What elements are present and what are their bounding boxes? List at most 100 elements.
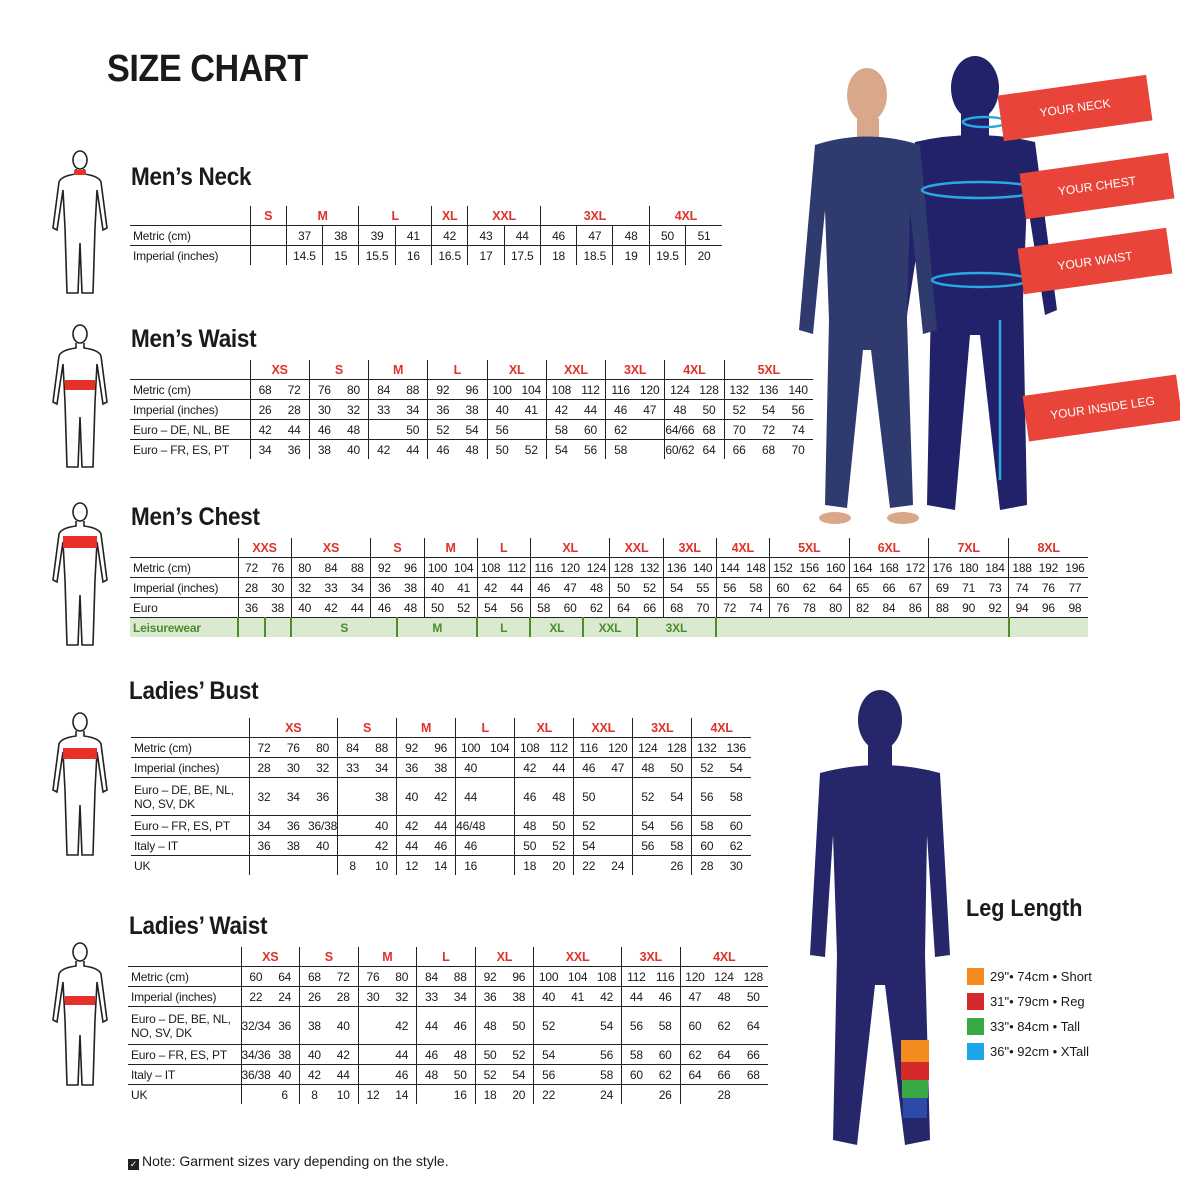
- measurement-cell: 100: [533, 966, 563, 987]
- measurement-cell: 52: [504, 1044, 534, 1065]
- measurement-cell: 38: [278, 835, 309, 856]
- leisurewear-size: S: [290, 617, 398, 637]
- measurement-cell: 50: [648, 225, 686, 246]
- measurement-cell: 120: [679, 966, 710, 987]
- measurement-cell: 58: [662, 835, 692, 856]
- table-row: Euro – FR, ES, PT 34 36 38 40 42 44 46 48 50 52 54 5…: [130, 439, 813, 460]
- row-label: Italy – IT: [128, 1064, 242, 1085]
- measurement-cell: 74: [1008, 577, 1036, 598]
- measurement-cell: 50: [445, 1064, 476, 1085]
- mens-neck-heading: Men’s Neck: [131, 163, 252, 191]
- measurement-cell: 56: [691, 777, 722, 816]
- measurement-cell: 36: [270, 1006, 300, 1045]
- measurement-cell: 46: [427, 439, 458, 459]
- measurement-cell: 38: [426, 757, 456, 778]
- measurement-cell: 48: [514, 815, 545, 836]
- size-label: S: [299, 947, 359, 967]
- table-row: Italy – IT 36/38 40 42 44 46 48 50 52 54 56 58 60 62 6…: [128, 1064, 768, 1085]
- measurement-cell: 144: [715, 557, 743, 578]
- measurement-cell: 48: [474, 1006, 505, 1045]
- measurement-cell: [357, 1064, 388, 1085]
- table-row: Metric (cm) 72 76 80 84 88 92 96 100 104 108 112 116…: [131, 737, 751, 758]
- measurement-cell: 28: [248, 757, 279, 778]
- measurement-cell: 8: [299, 1084, 329, 1104]
- table-row: Metric (cm) 68 72 76 80 84 88 92 96 100 104 108 112 1…: [130, 379, 813, 400]
- measurement-cell: 60: [621, 1064, 651, 1085]
- footnote: ✓ Note: Garment sizes vary depending on t…: [128, 1153, 449, 1170]
- measurement-cell: 52: [474, 1064, 505, 1085]
- measurement-cell: 68: [299, 966, 329, 987]
- measurement-cell: 112: [544, 737, 574, 758]
- measurement-cell: 44: [396, 835, 427, 856]
- measurement-cell: 30: [264, 577, 292, 598]
- table-row: Imperial (inches) 28 30 32 33 34 36 38 40 42 44 46 4…: [131, 757, 751, 778]
- measurement-cell: 38: [397, 577, 424, 598]
- measurement-cell: [603, 835, 633, 856]
- legend-item: 36"• 92cm • XTall: [967, 1042, 1092, 1060]
- measurement-cell: 64: [738, 1006, 768, 1045]
- measurement-cell: 22: [533, 1084, 563, 1104]
- measurement-cell: [635, 440, 665, 460]
- measurement-cell: 124: [632, 737, 663, 758]
- measurement-cell: 24: [600, 1087, 614, 1102]
- measurement-cell: [516, 419, 547, 440]
- size-header-row: XS S M L XL XXL 3XL 4XL: [128, 947, 768, 967]
- mens-chest-heading: Men’s Chest: [131, 503, 260, 531]
- measurement-cell: 32: [387, 986, 417, 1007]
- measurement-cell: 36: [396, 757, 427, 778]
- size-label: 4XL: [664, 360, 725, 380]
- size-label: 5XL: [723, 360, 813, 380]
- row-label: Euro – FR, ES, PT: [131, 815, 250, 836]
- measurement-cell: 136: [721, 737, 751, 758]
- size-label: XXL: [609, 538, 664, 558]
- leg-band-reg: [901, 1062, 929, 1080]
- measurement-cell: 60: [768, 577, 796, 598]
- measurement-cell: [635, 419, 665, 440]
- measurement-cell: 42: [368, 439, 399, 459]
- measurement-cell: 47: [556, 577, 584, 598]
- leisurewear-size: XL: [529, 617, 584, 637]
- measurement-cell: 184: [981, 557, 1009, 578]
- measurement-cell: 128: [609, 557, 637, 578]
- measurement-cell: 51: [685, 225, 722, 246]
- table-row: Metric (cm) 60 64 68 72 76 80 84 88 92 96 100 104 108…: [128, 966, 768, 987]
- measurement-cell: [562, 1064, 593, 1085]
- body-outline-icon: [52, 502, 108, 646]
- size-label: 5XL: [768, 538, 850, 558]
- measurement-cell: [249, 245, 287, 265]
- measurement-cell: 30: [278, 757, 309, 778]
- table-row: Italy – IT 36 38 40 42 44 46 46 50 52 54 56 58 60 62: [131, 835, 751, 856]
- measurement-cell: 10: [336, 1087, 350, 1102]
- size-header-row: XS S M L XL XXL 3XL 4XL: [131, 718, 751, 738]
- measurement-cell: 38: [367, 777, 397, 816]
- measurement-cell: 38: [504, 986, 534, 1007]
- measurement-cell: 42: [317, 597, 345, 618]
- measurement-cell: 74: [783, 419, 813, 440]
- measurement-cell: 46: [370, 597, 398, 618]
- measurement-cell: 58: [721, 777, 751, 816]
- measurement-cell: 71: [955, 577, 982, 598]
- measurement-cell: 22: [573, 855, 604, 875]
- measurement-cell: 92: [981, 597, 1009, 618]
- measurement-cell: 15.5: [358, 245, 396, 265]
- measurement-cell: 88: [367, 737, 397, 758]
- measurement-cell: 50: [544, 815, 574, 836]
- measurement-cell: 17.5: [503, 245, 541, 265]
- measurement-cell: 44: [544, 757, 574, 778]
- measurement-cell: 38: [457, 399, 488, 420]
- measurement-cell: 14: [434, 858, 448, 873]
- measurement-cell: 80: [387, 966, 417, 987]
- measurement-cell: 44: [406, 442, 420, 457]
- measurement-cell: 112: [621, 966, 651, 987]
- measurement-cell: 28: [237, 577, 265, 598]
- measurement-cell: 40: [455, 757, 486, 778]
- measurement-cell: 30: [357, 986, 388, 1007]
- size-label: 3XL: [605, 360, 665, 380]
- measurement-cell: 120: [556, 557, 584, 578]
- row-label: Metric (cm): [130, 557, 238, 578]
- measurement-cell: 26: [299, 986, 329, 1007]
- measurement-cell: 62: [679, 1044, 710, 1065]
- measurement-cell: [679, 1084, 710, 1104]
- size-label: XS: [290, 538, 371, 558]
